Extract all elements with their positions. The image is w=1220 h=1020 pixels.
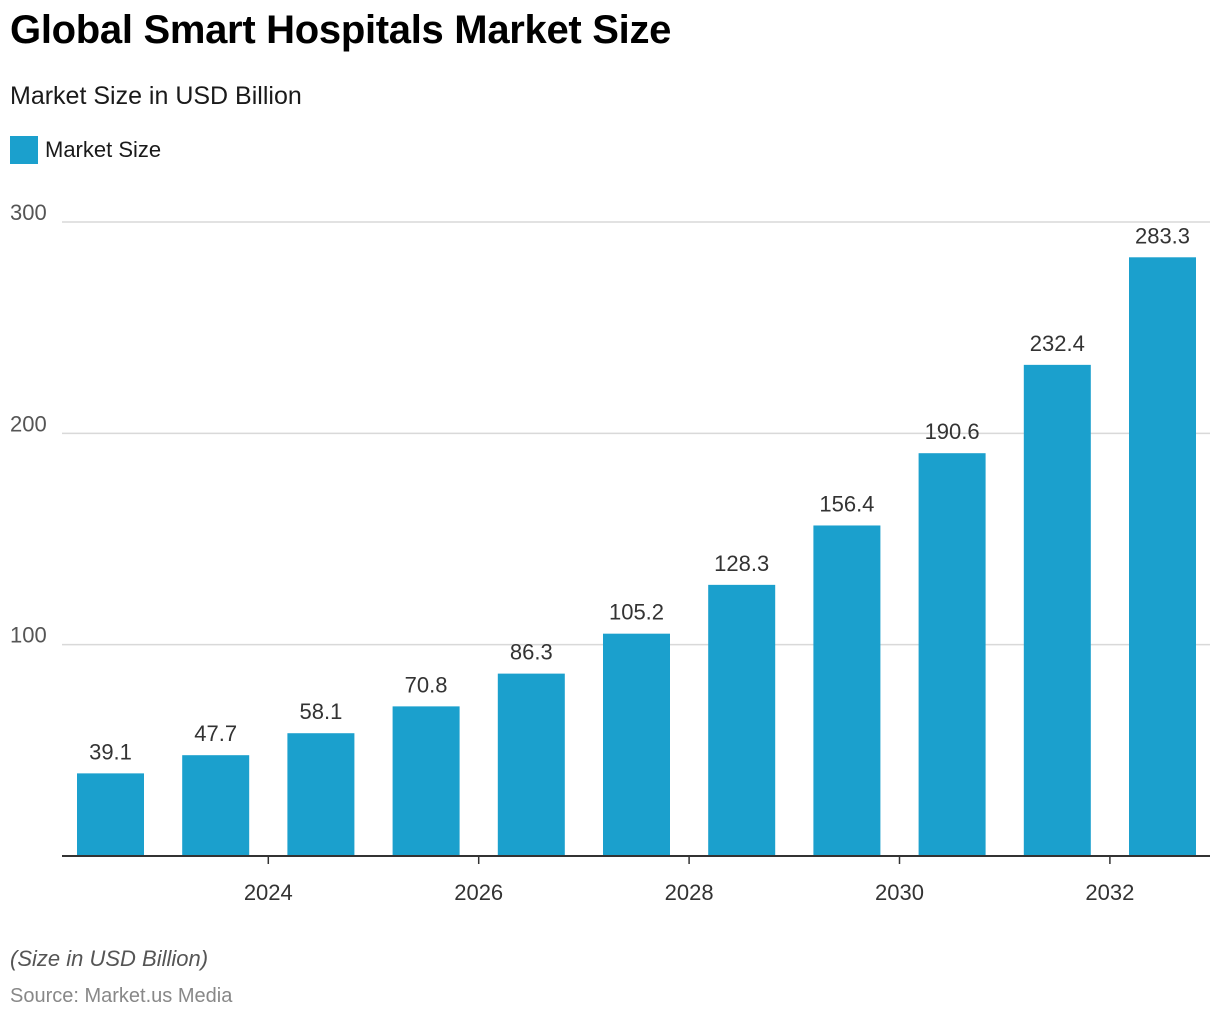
bar <box>182 755 250 856</box>
bar-value-label: 283.3 <box>1135 223 1190 248</box>
bar-value-label: 58.1 <box>299 699 342 724</box>
x-tick-label: 2026 <box>454 880 503 905</box>
x-tick-label: 2030 <box>875 880 924 905</box>
bar-value-label: 128.3 <box>714 551 769 576</box>
chart-subtitle: Market Size in USD Billion <box>10 82 302 110</box>
x-tick-label: 2024 <box>244 880 293 905</box>
legend: Market Size <box>10 136 161 164</box>
x-tick-label: 2028 <box>665 880 714 905</box>
y-tick-label: 100 <box>10 623 47 648</box>
legend-swatch <box>10 136 38 164</box>
bar <box>497 673 565 856</box>
bar <box>708 584 776 856</box>
bar-chart: 100 200 300 39.1 47.7 58.1 70.8 86.3 105.2 128.3 1… <box>10 200 1210 905</box>
y-tick-label: 200 <box>10 411 47 436</box>
bar-value-label: 39.1 <box>89 739 132 764</box>
bar <box>77 773 144 856</box>
bar <box>918 453 986 856</box>
chart-source: Source: Market.us Media <box>10 985 233 1007</box>
bar <box>603 633 670 856</box>
bar-value-label: 156.4 <box>819 491 874 516</box>
bar <box>1023 364 1091 856</box>
bar <box>813 525 881 856</box>
chart-title: Global Smart Hospitals Market Size <box>10 8 672 52</box>
bar <box>1129 257 1196 856</box>
legend-label: Market Size <box>45 137 162 162</box>
bar-value-label: 232.4 <box>1030 331 1085 356</box>
bar-value-label: 86.3 <box>510 640 553 665</box>
bar <box>287 733 355 856</box>
x-tick-label: 2032 <box>1085 880 1134 905</box>
y-tick-label: 300 <box>10 200 47 225</box>
chart-note: (Size in USD Billion) <box>10 946 209 971</box>
bar-value-label: 70.8 <box>405 672 448 697</box>
bar-value-label: 105.2 <box>609 600 664 625</box>
bar <box>392 706 460 856</box>
bar-value-label: 47.7 <box>194 721 237 746</box>
bar-value-label: 190.6 <box>925 419 980 444</box>
